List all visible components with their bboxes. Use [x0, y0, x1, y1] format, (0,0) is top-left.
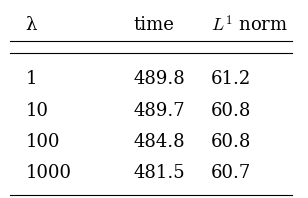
- Text: 1000: 1000: [25, 164, 71, 182]
- Text: $L^1$ norm: $L^1$ norm: [211, 15, 288, 35]
- Text: 60.8: 60.8: [211, 133, 252, 151]
- Text: 1: 1: [25, 70, 37, 89]
- Text: time: time: [133, 16, 174, 34]
- Text: 10: 10: [25, 102, 48, 120]
- Text: 100: 100: [25, 133, 60, 151]
- Text: 61.2: 61.2: [211, 70, 251, 89]
- Text: 481.5: 481.5: [133, 164, 185, 182]
- Text: 489.7: 489.7: [133, 102, 185, 120]
- Text: λ: λ: [25, 16, 37, 34]
- Text: 60.7: 60.7: [211, 164, 251, 182]
- Text: 484.8: 484.8: [133, 133, 185, 151]
- Text: 60.8: 60.8: [211, 102, 252, 120]
- Text: 489.8: 489.8: [133, 70, 185, 89]
